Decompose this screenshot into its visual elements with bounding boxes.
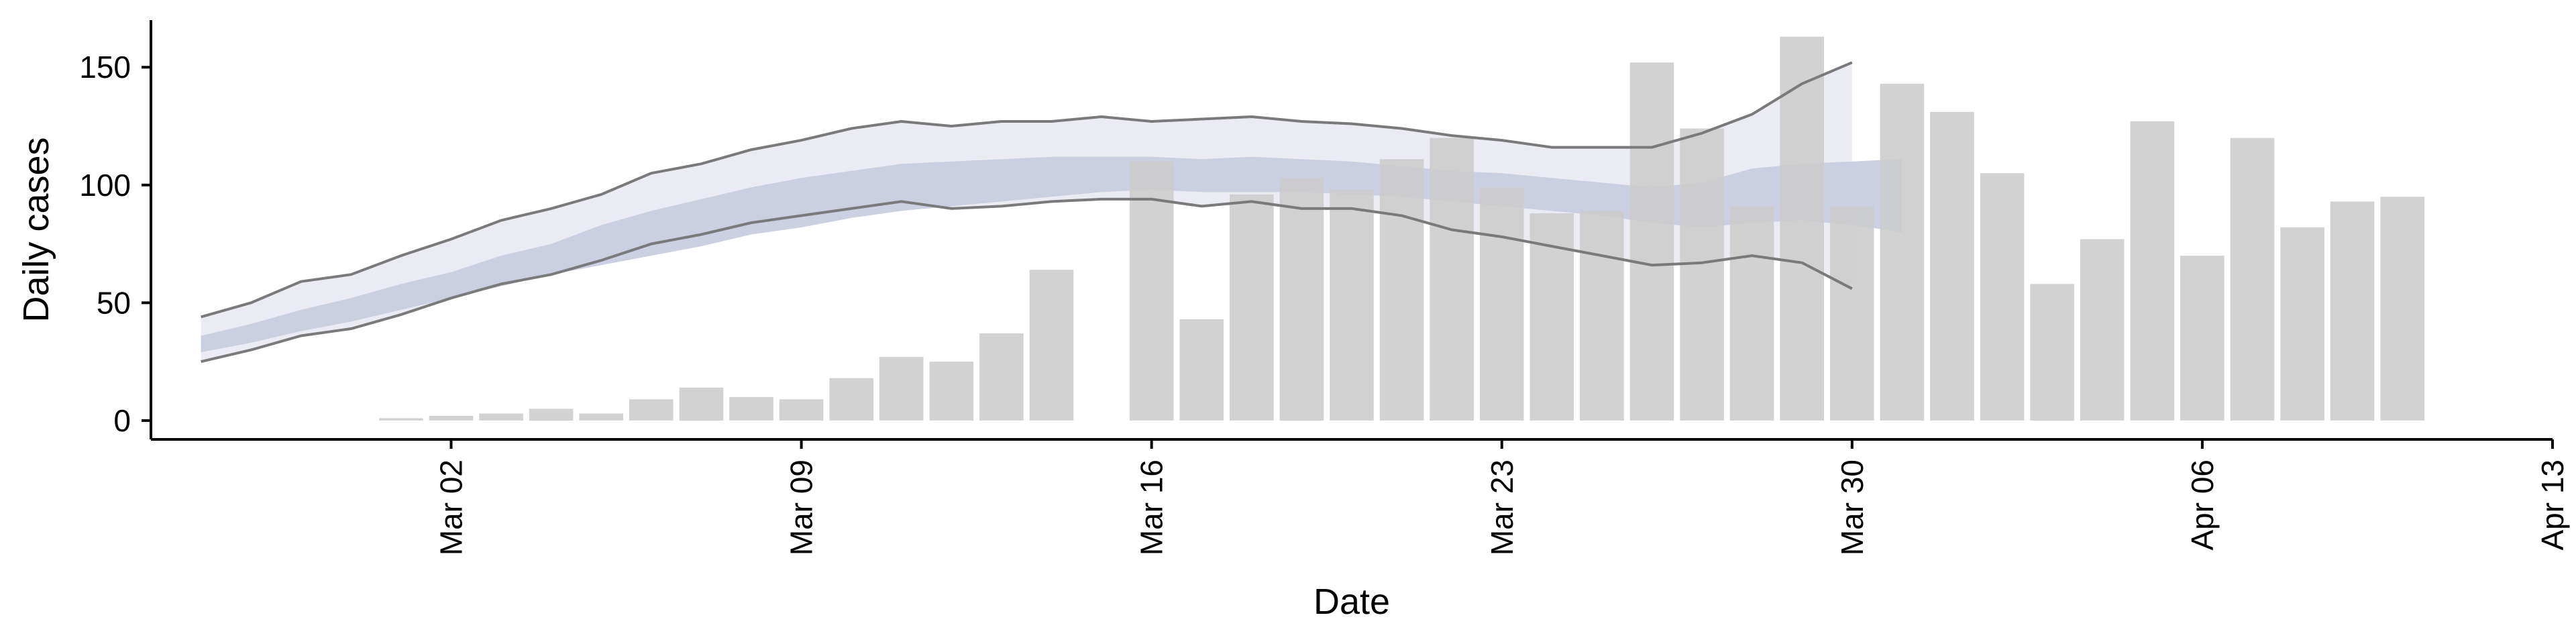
bar bbox=[1479, 187, 1524, 421]
bar bbox=[479, 413, 523, 421]
x-tick-label: Mar 02 bbox=[434, 460, 469, 555]
bar bbox=[1279, 178, 1324, 421]
bar bbox=[1230, 194, 1274, 421]
bar bbox=[1930, 111, 1974, 421]
bar bbox=[2130, 121, 2175, 421]
bar bbox=[2180, 256, 2224, 421]
y-tick-label: 100 bbox=[79, 168, 131, 203]
bar bbox=[1729, 206, 1774, 421]
bar bbox=[2330, 201, 2375, 421]
inner-interval-band bbox=[201, 156, 1902, 353]
bar bbox=[879, 357, 924, 421]
x-tick-label: Apr 06 bbox=[2185, 460, 2220, 551]
bar bbox=[1580, 211, 1624, 421]
nowcast-interval-lines bbox=[201, 61, 1853, 364]
x-tick-label: Mar 16 bbox=[1134, 460, 1169, 555]
bar bbox=[379, 418, 423, 421]
bar bbox=[1780, 36, 1824, 421]
y-tick-label: 0 bbox=[113, 403, 131, 438]
bar bbox=[1629, 62, 1674, 421]
outer-interval-band bbox=[201, 62, 1852, 362]
lower-interval-line bbox=[201, 197, 1853, 364]
bar bbox=[1430, 138, 1474, 421]
nowcast-bands bbox=[201, 62, 1902, 362]
bar bbox=[1330, 189, 1374, 421]
upper-interval-line bbox=[201, 61, 1853, 319]
bar bbox=[429, 415, 474, 421]
bar bbox=[1680, 128, 1724, 421]
bar bbox=[2280, 227, 2324, 421]
y-tick-label: 50 bbox=[97, 285, 131, 320]
bar bbox=[1880, 83, 1925, 421]
bar bbox=[1129, 161, 1174, 421]
x-tick-label: Apr 13 bbox=[2535, 460, 2570, 551]
bar bbox=[529, 409, 574, 421]
bar bbox=[679, 387, 724, 421]
case-bars bbox=[379, 36, 2424, 421]
bar bbox=[2230, 138, 2275, 421]
bar bbox=[1179, 319, 1224, 421]
bar bbox=[1379, 159, 1424, 421]
bar bbox=[2030, 284, 2074, 421]
bar bbox=[1029, 270, 1074, 421]
x-tick-label: Mar 09 bbox=[784, 460, 819, 555]
y-axis-title: Daily cases bbox=[16, 137, 56, 322]
bar bbox=[979, 333, 1024, 421]
x-tick-label: Mar 23 bbox=[1485, 460, 1519, 555]
ticks: 0 50 100 150 Mar 02 Mar 09 Mar 16 Mar 23 Mar 30 A… bbox=[79, 50, 2570, 555]
bar bbox=[1830, 206, 1874, 421]
bar bbox=[729, 396, 773, 421]
x-axis-title: Date bbox=[1313, 582, 1390, 622]
y-tick-label: 150 bbox=[79, 50, 131, 85]
bar bbox=[2380, 197, 2424, 421]
bar bbox=[579, 413, 623, 421]
bar bbox=[1980, 173, 2025, 421]
bar bbox=[2080, 239, 2125, 421]
axes bbox=[150, 20, 2553, 441]
bar bbox=[629, 399, 674, 421]
x-tick-label: Mar 30 bbox=[1835, 460, 1870, 555]
bar bbox=[829, 378, 873, 421]
bar bbox=[779, 399, 824, 421]
bar bbox=[929, 362, 974, 421]
